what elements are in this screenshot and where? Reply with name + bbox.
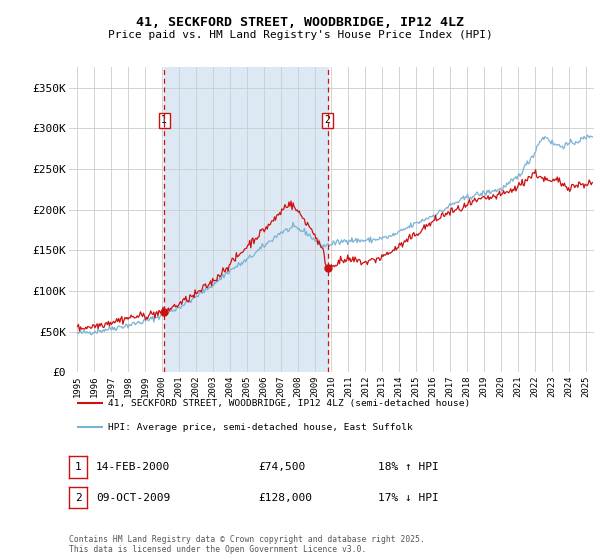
Text: 41, SECKFORD STREET, WOODBRIDGE, IP12 4LZ (semi-detached house): 41, SECKFORD STREET, WOODBRIDGE, IP12 4L… [109, 399, 470, 408]
Text: £128,000: £128,000 [258, 493, 312, 503]
Text: 41, SECKFORD STREET, WOODBRIDGE, IP12 4LZ: 41, SECKFORD STREET, WOODBRIDGE, IP12 4L… [136, 16, 464, 29]
Bar [164, 67, 328, 372]
Text: Contains HM Land Registry data © Crown copyright and database right 2025.
This d: Contains HM Land Registry data © Crown c… [69, 535, 425, 554]
Text: 17% ↓ HPI: 17% ↓ HPI [378, 493, 439, 503]
Text: 18% ↑ HPI: 18% ↑ HPI [378, 462, 439, 472]
Text: 09-OCT-2009: 09-OCT-2009 [96, 493, 170, 503]
Text: 2: 2 [325, 115, 331, 125]
Text: 1: 1 [161, 115, 167, 125]
Text: £74,500: £74,500 [258, 462, 305, 472]
Text: HPI: Average price, semi-detached house, East Suffolk: HPI: Average price, semi-detached house,… [109, 422, 413, 432]
Text: 1: 1 [74, 462, 82, 472]
Text: 14-FEB-2000: 14-FEB-2000 [96, 462, 170, 472]
Text: Price paid vs. HM Land Registry's House Price Index (HPI): Price paid vs. HM Land Registry's House … [107, 30, 493, 40]
Text: 2: 2 [74, 493, 82, 503]
